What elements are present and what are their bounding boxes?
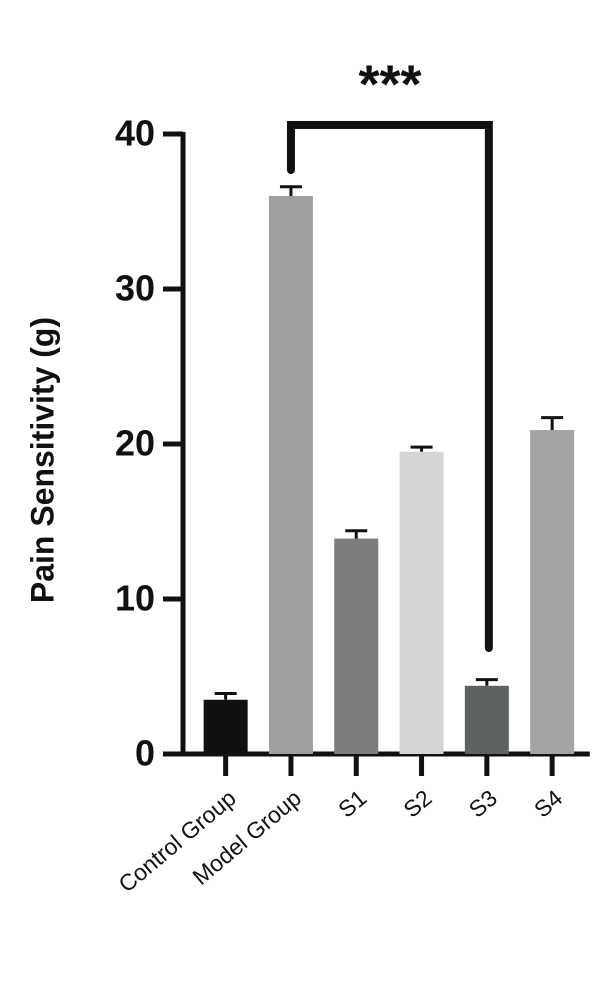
bar <box>268 196 313 754</box>
bar <box>464 685 509 754</box>
bar <box>203 699 248 754</box>
bar <box>399 451 444 754</box>
y-tick-label: 30 <box>115 268 155 309</box>
x-tick-label: S4 <box>529 784 567 822</box>
significance-bracket <box>286 121 493 652</box>
y-tick-label: 20 <box>115 423 155 464</box>
x-tick-label: S1 <box>333 785 371 823</box>
bar <box>530 430 575 754</box>
x-tick-label: S3 <box>464 785 502 823</box>
y-tick-label: 0 <box>135 733 155 774</box>
y-axis-label: Pain Sensitivity (g) <box>24 317 60 603</box>
y-tick-label: 40 <box>115 113 155 154</box>
significance-label: *** <box>358 54 421 114</box>
x-tick-label: S2 <box>398 785 436 823</box>
bar <box>334 538 379 754</box>
y-tick-label: 10 <box>115 578 155 619</box>
